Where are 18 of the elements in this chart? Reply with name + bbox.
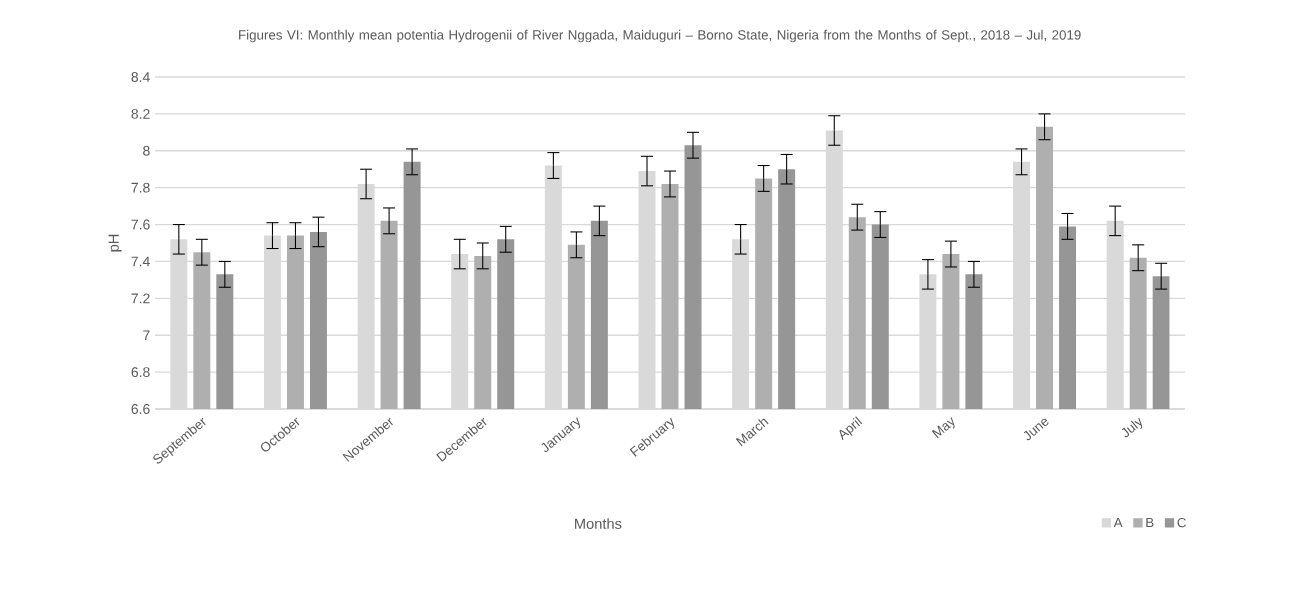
y-tick-label: 7.4: [131, 256, 150, 267]
x-axis-title: Months: [575, 518, 622, 529]
legend-label: C: [1177, 517, 1186, 528]
x-tick-label: May: [931, 417, 955, 439]
x-tick-label: July: [1121, 417, 1143, 438]
y-tick-label: 8: [143, 145, 150, 156]
legend-label: A: [1113, 517, 1123, 528]
y-tick-label: 8.4: [131, 72, 150, 82]
y-tick-label: 7.2: [131, 293, 150, 304]
y-tick-label: 8.2: [131, 108, 150, 119]
y-tick-label: 7.8: [131, 182, 150, 193]
y-tick-label: 6.6: [131, 404, 150, 414]
chart-title: Figures VI: Monthly mean potentia Hydrogenii of River Nggada, Maiduguri – Borno State, Nigeria from the Months of Sept., 2018 – Jul, 2019: [239, 29, 1081, 43]
y-tick-label: 7.6: [131, 219, 150, 230]
y-axis-title: pH: [108, 234, 122, 252]
y-tick-label: 6.8: [131, 367, 150, 378]
y-tick-label: 7: [143, 330, 150, 341]
legend-label: B: [1146, 517, 1154, 528]
